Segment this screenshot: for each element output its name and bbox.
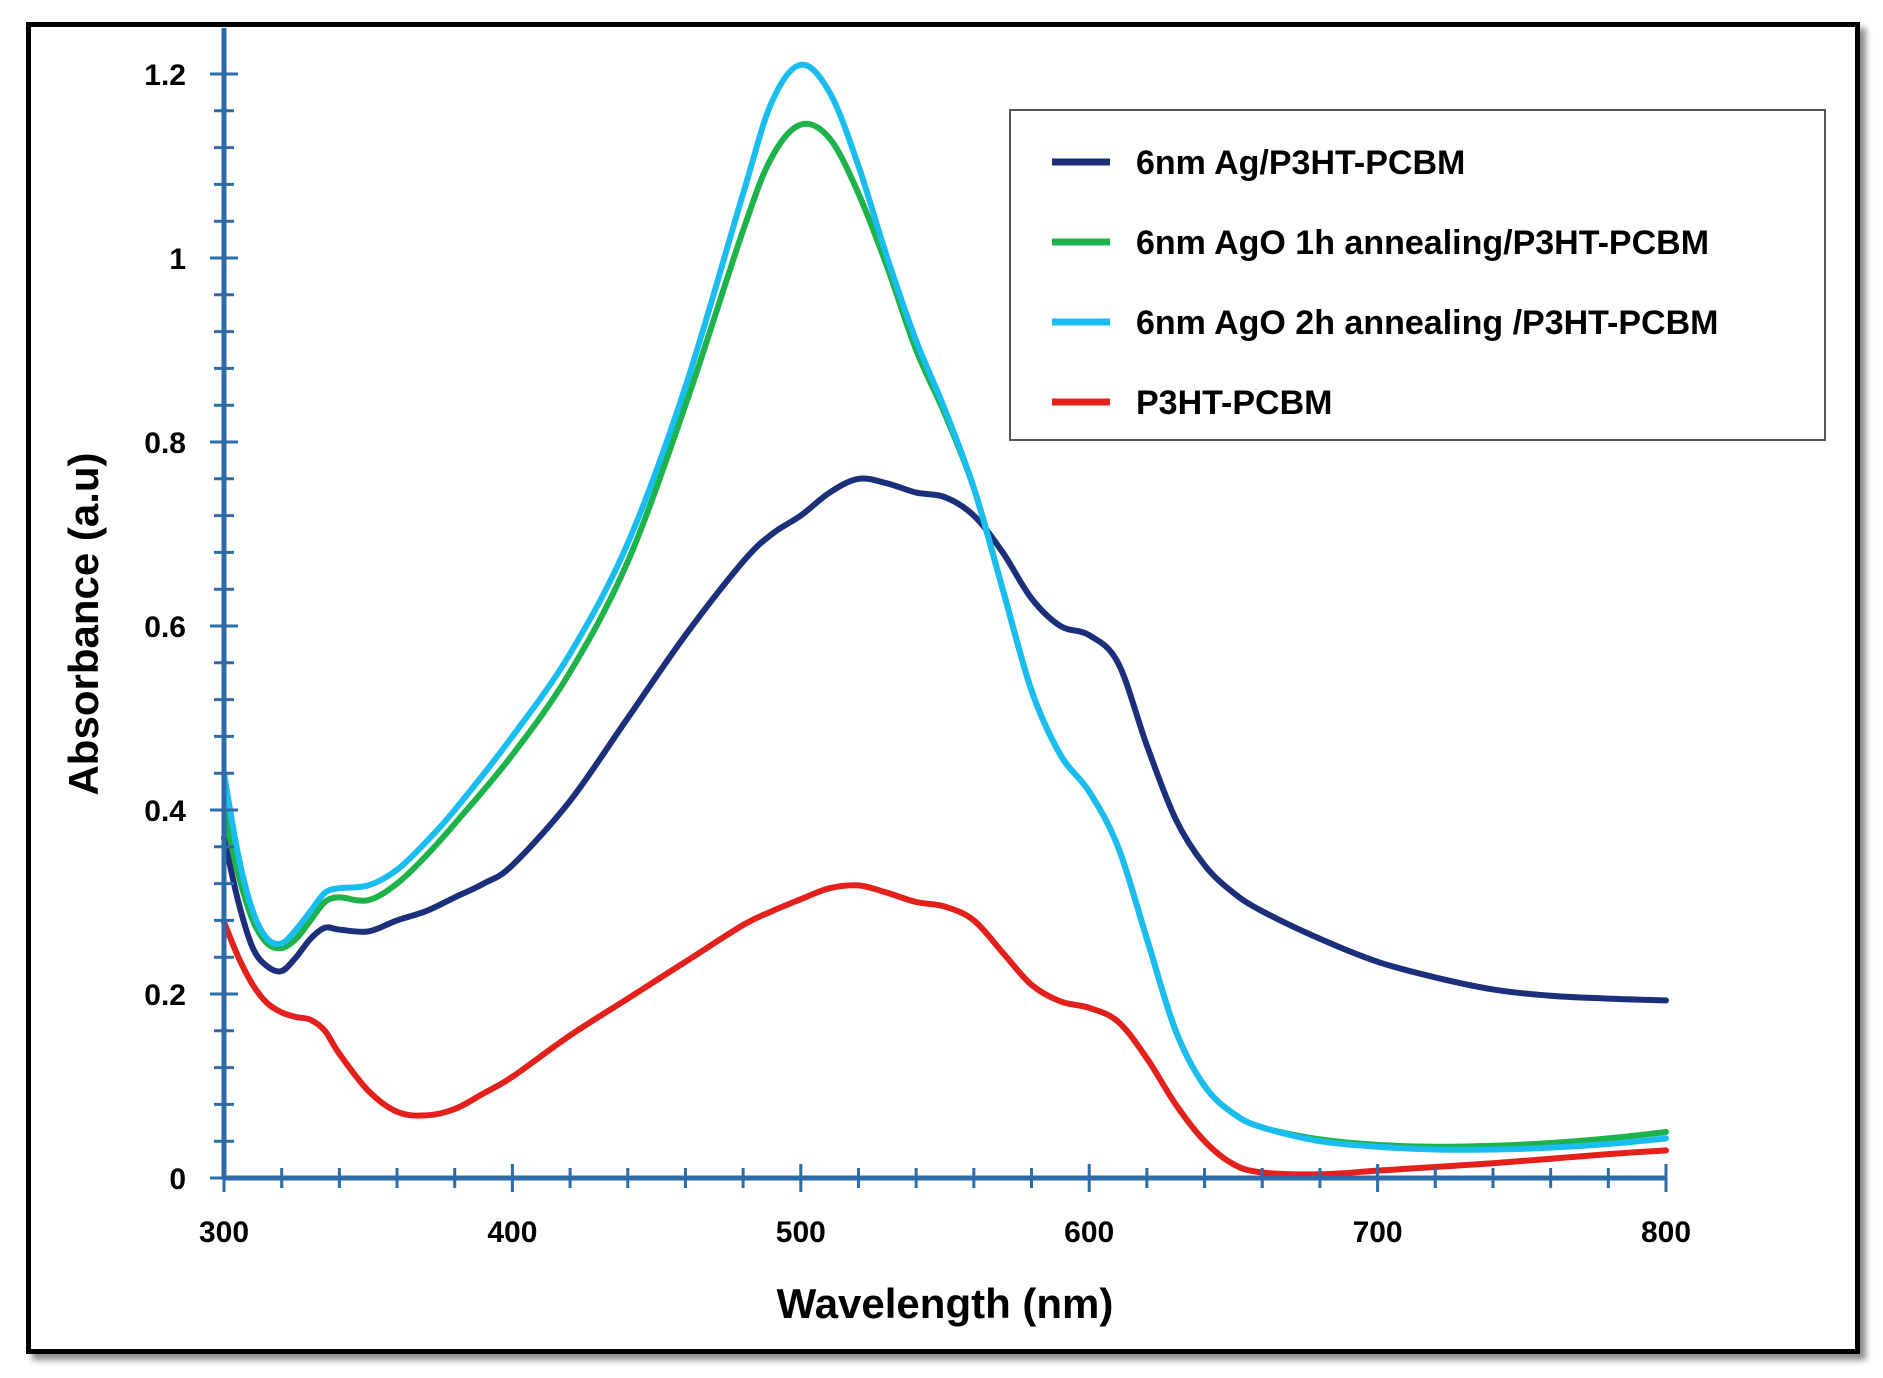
plot-area: 300 400 500 600 700 800 0 0.2 0.4 0.6 0.8 1 1.2 Wav… bbox=[60, 28, 1691, 1327]
series-line-p3ht-pcbm bbox=[221, 882, 1669, 1178]
series-layer bbox=[221, 61, 1669, 1178]
x-ticks: 300 400 500 600 700 800 bbox=[199, 1164, 1691, 1249]
x-tick-label: 400 bbox=[487, 1216, 537, 1249]
series-line-6nm-ago-2h-annealing-p3ht-pcbm bbox=[221, 61, 1669, 1153]
x-tick-label: 300 bbox=[199, 1216, 249, 1249]
x-axis-title: Wavelength (nm) bbox=[777, 1280, 1114, 1327]
legend-entry: 6nm AgO 2h annealing /P3HT-PCBM bbox=[1052, 304, 1718, 342]
x-tick-label: 700 bbox=[1353, 1216, 1403, 1249]
legend-label: 6nm AgO 2h annealing /P3HT-PCBM bbox=[1136, 304, 1718, 342]
legend-entry: P3HT-PCBM bbox=[1052, 384, 1332, 422]
y-tick-label: 0.6 bbox=[144, 611, 186, 644]
y-tick-label: 0.8 bbox=[144, 427, 186, 460]
legend: 6nm Ag/P3HT-PCBM 6nm AgO 1h annealing/P3… bbox=[1009, 109, 1826, 441]
y-tick-label: 1.2 bbox=[144, 59, 186, 92]
legend-label: 6nm AgO 1h annealing/P3HT-PCBM bbox=[1136, 224, 1709, 262]
legend-entry: 6nm Ag/P3HT-PCBM bbox=[1052, 144, 1465, 182]
y-axis-title: Absorbance (a.u) bbox=[60, 452, 107, 795]
x-tick-label: 500 bbox=[776, 1216, 826, 1249]
legend-label: P3HT-PCBM bbox=[1136, 384, 1332, 422]
legend-box bbox=[1009, 109, 1826, 441]
series-line-6nm-ag-p3ht-pcbm bbox=[221, 475, 1669, 1004]
y-tick-label: 0.2 bbox=[144, 979, 186, 1012]
legend-label: 6nm Ag/P3HT-PCBM bbox=[1136, 144, 1465, 182]
y-tick-label: 0.4 bbox=[144, 795, 186, 828]
x-tick-label: 800 bbox=[1641, 1216, 1691, 1249]
x-tick-label: 600 bbox=[1064, 1216, 1114, 1249]
axes-layer: 300 400 500 600 700 800 0 0.2 0.4 0.6 0.8 1 1.2 bbox=[144, 28, 1691, 1249]
y-tick-label: 0 bbox=[169, 1163, 186, 1196]
y-ticks: 0 0.2 0.4 0.6 0.8 1 1.2 bbox=[144, 59, 238, 1196]
y-tick-label: 1 bbox=[169, 243, 186, 276]
legend-entry: 6nm AgO 1h annealing/P3HT-PCBM bbox=[1052, 224, 1709, 262]
